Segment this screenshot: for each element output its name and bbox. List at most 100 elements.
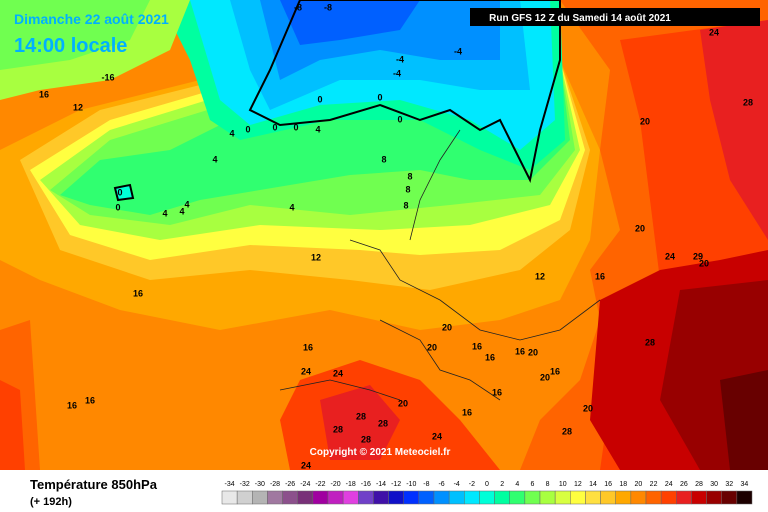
contour-label: 20	[442, 322, 452, 332]
scale-tick-label: 14	[589, 481, 597, 488]
scale-swatch	[660, 490, 677, 505]
contour-label: 28	[361, 434, 371, 444]
contour-label: 29	[693, 251, 703, 261]
scale-tick-label: 12	[574, 481, 582, 488]
contour-label: 20	[635, 223, 645, 233]
scale-tick-label: -2	[469, 481, 475, 488]
contour-label: 8	[403, 200, 408, 210]
scale-swatch	[464, 490, 480, 505]
scale-swatch	[403, 490, 420, 505]
scale-swatch	[706, 490, 722, 505]
contour-label: 16	[462, 407, 472, 417]
run-banner	[470, 8, 760, 26]
scale-swatch	[418, 490, 435, 505]
scale-tick-label: -18	[346, 481, 356, 488]
contour-label: 28	[562, 426, 572, 436]
run-info: Run GFS 12 Z du Samedi 14 août 2021	[489, 13, 671, 24]
scale-tick-label: -6	[438, 481, 444, 488]
scale-tick-label: 16	[604, 481, 612, 488]
contour-label: 0	[272, 122, 277, 132]
contour-label: 12	[535, 271, 545, 281]
contour-label: 20	[583, 403, 593, 413]
scale-swatch	[585, 490, 601, 505]
copyright: Copyright © 2021 Meteociel.fr	[310, 447, 451, 458]
scale-tick-label: -8	[423, 481, 429, 488]
contour-label: 4	[212, 154, 217, 164]
contour-label: 24	[333, 368, 343, 378]
scale-swatch	[570, 490, 586, 505]
scale-tick-label: 20	[635, 481, 643, 488]
variable-title: Température 850hPa	[30, 477, 158, 492]
scale-swatch	[327, 490, 344, 505]
contour-label: 20	[528, 347, 538, 357]
contour-label: 16	[550, 366, 560, 376]
scale-swatch	[297, 490, 314, 505]
scale-tick-label: 22	[650, 481, 658, 488]
contour-label: 0	[397, 114, 402, 124]
contour-label: 28	[333, 424, 343, 434]
contour-label: 4	[184, 199, 189, 209]
scale-tick-label: 6	[530, 481, 534, 488]
scale-tick-label: -32	[240, 481, 250, 488]
contour-label: 0	[115, 202, 120, 212]
contour-label: 4	[162, 208, 167, 218]
scale-tick-label: -16	[361, 481, 371, 488]
contour-label: 0	[293, 122, 298, 132]
contour-label: -4	[396, 54, 404, 64]
lead-time: (+ 192h)	[30, 496, 72, 508]
scale-tick-label: 0	[485, 481, 489, 488]
contour-label: 24	[301, 460, 311, 470]
scale-tick-label: 26	[680, 481, 688, 488]
scale-swatch	[448, 490, 465, 505]
scale-tick-label: -14	[376, 481, 386, 488]
scale-swatch	[615, 490, 632, 505]
contour-label: 12	[311, 252, 321, 262]
scale-tick-label: 30	[710, 481, 718, 488]
contour-label: 20	[398, 398, 408, 408]
contour-label: 0	[377, 92, 382, 102]
scale-tick-label: 24	[665, 481, 673, 488]
scale-tick-label: -20	[331, 481, 341, 488]
contour-label: 20	[540, 372, 550, 382]
contour-label: 0	[245, 124, 250, 134]
scale-tick-label: 28	[695, 481, 703, 488]
contour-label: 8	[405, 184, 410, 194]
contour-label: 28	[356, 411, 366, 421]
contour-label: 16	[303, 342, 313, 352]
scale-swatch	[267, 490, 283, 505]
contour-label: 12	[73, 102, 83, 112]
scale-swatch	[721, 490, 738, 505]
scale-swatch	[282, 490, 298, 505]
scale-swatch	[479, 490, 495, 505]
scale-swatch	[342, 490, 359, 505]
contour-label: 16	[85, 395, 95, 405]
scale-swatch	[524, 490, 541, 505]
contour-label: 24	[432, 431, 442, 441]
scale-tick-label: -24	[300, 481, 310, 488]
contour-label: 4	[289, 202, 294, 212]
contour-label: 20	[640, 116, 650, 126]
scale-swatch	[252, 490, 268, 505]
scale-tick-label: -28	[270, 481, 280, 488]
contour-label: 0	[117, 187, 122, 197]
scale-tick-label: 18	[619, 481, 627, 488]
scale-swatch	[691, 490, 707, 505]
contour-label: 28	[378, 418, 388, 428]
scale-swatch	[388, 490, 404, 505]
contour-label: 24	[665, 251, 675, 261]
scale-swatch	[221, 490, 238, 505]
forecast-date: Dimanche 22 août 2021	[14, 11, 169, 27]
scale-swatch	[373, 490, 389, 505]
contour-label: 28	[743, 97, 753, 107]
contour-label: -16	[101, 72, 114, 82]
contour-label: -8	[324, 2, 332, 12]
scale-swatch	[600, 490, 616, 505]
scale-tick-label: -12	[391, 481, 401, 488]
scale-tick-label: -4	[454, 481, 460, 488]
scale-swatch	[509, 490, 526, 505]
contour-label: 4	[229, 128, 234, 138]
scale-tick-label: 34	[741, 481, 749, 488]
forecast-time: 14:00 locale	[14, 35, 127, 57]
